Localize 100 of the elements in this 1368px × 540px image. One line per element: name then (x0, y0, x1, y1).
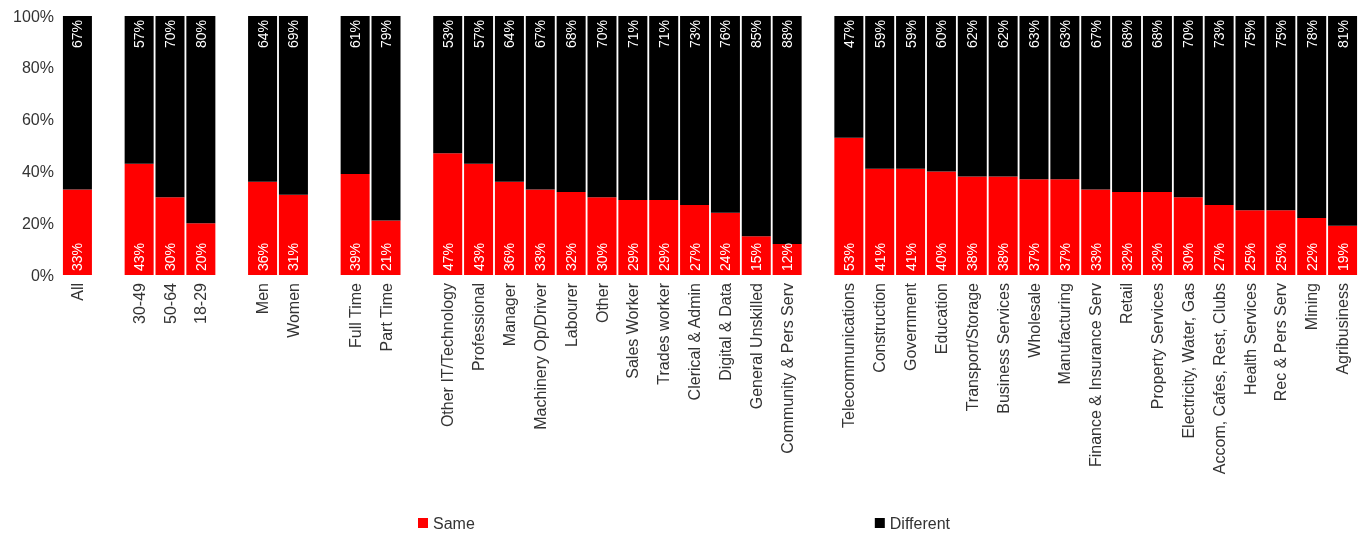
bar (1297, 16, 1327, 219)
bar (1142, 16, 1172, 193)
x-tick-label: Accom, Cafes, Rest, Clubs (1210, 283, 1228, 475)
data-label: 61% (347, 20, 364, 49)
x-tick-label: Part Time (377, 282, 395, 352)
data-label: 67% (532, 20, 549, 49)
bar (1173, 16, 1203, 198)
data-label: 62% (964, 20, 981, 49)
x-tick-label: Machinery Op/Driver (531, 282, 549, 430)
data-label: 57% (470, 20, 487, 49)
x-tick-label: Manufacturing (1056, 283, 1074, 385)
bar (741, 16, 771, 237)
data-label: 29% (655, 242, 672, 271)
x-tick-label: Electricity, Water, Gas (1179, 283, 1197, 439)
x-tick-label: Men (254, 283, 272, 315)
data-label: 88% (779, 20, 796, 49)
data-label: 59% (871, 20, 888, 49)
bar (433, 16, 463, 154)
bar (464, 16, 494, 164)
bar (248, 181, 278, 275)
x-tick-label: Full Time (346, 282, 364, 348)
data-label: 32% (1149, 242, 1166, 271)
data-label: 30% (594, 242, 610, 271)
data-label: 32% (563, 242, 580, 271)
x-tick-label: Other IT/Technology (439, 283, 457, 428)
x-tick-label: Business Services (994, 283, 1012, 414)
x-tick-label: Finance & Insurance Serv (1087, 283, 1105, 468)
data-label: 63% (1056, 20, 1073, 49)
x-tick-label: Agribusiness (1334, 283, 1352, 375)
data-label: 73% (1211, 20, 1228, 49)
data-label: 36% (501, 242, 518, 271)
data-label: 59% (902, 20, 919, 49)
data-label: 24% (717, 242, 734, 271)
data-label: 39% (347, 242, 364, 271)
data-label: 67% (69, 20, 86, 49)
data-label: 41% (902, 242, 919, 271)
x-tick-label: 30-49 (130, 282, 148, 324)
data-label: 27% (686, 242, 703, 271)
data-label: 70% (594, 20, 610, 49)
data-label: 43% (470, 242, 487, 271)
data-label: 29% (624, 242, 641, 271)
bar (433, 153, 463, 275)
data-label: 53% (840, 242, 857, 271)
data-label: 25% (1242, 242, 1258, 271)
data-label: 38% (995, 242, 1012, 271)
bar (1112, 192, 1142, 275)
x-tick-label: Health Services (1241, 283, 1259, 396)
bar (957, 16, 987, 177)
x-tick-label: Telecommunications (840, 283, 858, 428)
data-label: 68% (1149, 20, 1166, 49)
data-label: 12% (779, 242, 796, 271)
x-tick-label: Property Services (1148, 283, 1166, 410)
bar (525, 189, 555, 275)
data-label: 38% (964, 242, 981, 271)
bar (649, 16, 679, 200)
x-tick-label: General Unskilled (747, 283, 765, 410)
x-tick-label: Manager (500, 282, 518, 347)
data-label: 68% (563, 20, 580, 49)
bar (278, 16, 308, 195)
data-label: 22% (1303, 242, 1320, 271)
data-label: 27% (1211, 242, 1228, 271)
data-label: 75% (1272, 20, 1289, 49)
data-label: 68% (1118, 20, 1135, 49)
bar (957, 176, 987, 275)
data-label: 36% (254, 242, 271, 271)
bar (680, 16, 710, 206)
bar (834, 16, 864, 138)
bar (896, 16, 926, 169)
bar (896, 168, 926, 275)
data-label: 33% (532, 242, 549, 271)
data-label: 57% (131, 20, 148, 49)
bar (834, 137, 864, 275)
bar (1081, 189, 1111, 275)
y-tick-label: 20% (21, 214, 54, 232)
bar (649, 199, 679, 275)
data-label: 78% (1303, 20, 1320, 49)
x-tick-label: Wholesale (1025, 282, 1043, 358)
x-tick-label: Mining (1303, 283, 1321, 331)
x-tick-label: Women (284, 283, 302, 338)
bar (1328, 16, 1358, 226)
bar (1142, 192, 1172, 275)
data-label: 30% (1180, 242, 1197, 271)
data-label: 47% (439, 242, 456, 271)
data-label: 20% (192, 242, 209, 271)
y-tick-label: 0% (30, 266, 54, 284)
x-tick-label: Professional (470, 283, 488, 372)
x-tick-label: 50-64 (161, 282, 179, 324)
data-label: 30% (162, 242, 178, 271)
bar (1081, 16, 1111, 190)
bar (62, 16, 92, 190)
y-tick-label: 80% (21, 59, 54, 77)
bar (926, 171, 956, 275)
data-label: 85% (748, 20, 765, 49)
bar (494, 181, 524, 275)
x-tick-label: Community & Pers Serv (778, 283, 796, 454)
data-label: 67% (1087, 20, 1104, 49)
y-tick-label: 100% (13, 7, 54, 25)
data-label: 37% (1026, 242, 1042, 271)
x-tick-label: Sales Worker (624, 282, 642, 379)
data-label: 25% (1272, 242, 1289, 271)
